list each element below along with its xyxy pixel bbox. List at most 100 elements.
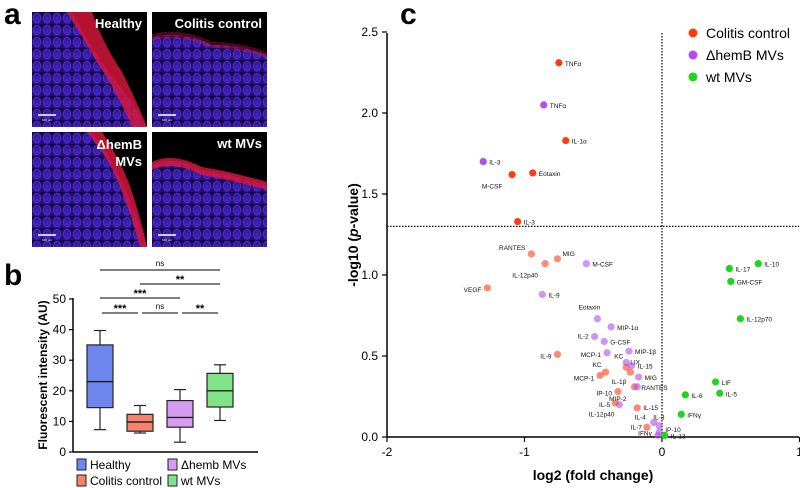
scale-bar-label: 100 µm (162, 238, 173, 242)
data-point (527, 250, 535, 258)
volcano-plot: 0.0 0.5 1.0 1.5 2.0 2.5 -2 -1 0 1 log2 (fold chang… (345, 25, 800, 483)
data-point (514, 217, 522, 226)
significance-label: ** (176, 274, 185, 286)
y-axis-title-part: p (345, 228, 361, 238)
legend-swatch (76, 458, 87, 471)
data-point (681, 391, 689, 399)
y-tick-label: 2.5 (361, 25, 378, 39)
y-tick-label: 1.0 (361, 268, 378, 282)
microscopy-image: Colitis control 100 µm (152, 12, 267, 127)
data-point (553, 255, 562, 263)
legend-label: Colitis control (90, 474, 162, 488)
panel-label: wt MVs (216, 136, 262, 151)
legend-label: Δhemb MVs (181, 458, 246, 472)
legend-marker (688, 50, 698, 60)
point-label: Eotaxin (579, 305, 601, 312)
point-label: IL-2 (577, 334, 589, 341)
epithelium-signal (32, 12, 147, 127)
point-label: IP-10 (596, 391, 612, 398)
y-tick-label: 0.5 (361, 349, 378, 363)
y-tick-label: 30 (53, 353, 67, 367)
data-point (538, 290, 546, 299)
significance-label: ns (156, 302, 164, 311)
legend-label: wt MVs (705, 69, 752, 85)
data-point (622, 358, 630, 367)
data-point (582, 260, 590, 268)
legend-swatch (167, 474, 178, 487)
panel-label: Colitis control (175, 16, 262, 31)
point-label: Eotaxin (539, 171, 561, 178)
tissue-region (32, 132, 147, 247)
y-tick-label: 0 (59, 445, 66, 459)
box-1 (126, 404, 154, 434)
point-label: RANTES (499, 245, 526, 252)
point-label: VEGF (464, 287, 482, 294)
data-point (725, 264, 733, 273)
point-label: IL-9 (548, 292, 560, 299)
label-line: ΔhemB (97, 137, 142, 152)
x-tick-label: -1 (519, 445, 530, 459)
y-tick-label: 40 (53, 323, 67, 337)
data-point (626, 368, 634, 376)
point-label: IL-4 (635, 414, 647, 421)
point-label: IL-15 (643, 405, 658, 412)
tissue-region (152, 34, 267, 127)
epithelium-signal (87, 132, 147, 247)
data-point (593, 315, 601, 323)
data-point (479, 158, 487, 166)
data-point (562, 136, 570, 145)
panel-label: ΔhemB MVs (97, 137, 142, 169)
epithelium-signal (152, 158, 267, 190)
point-label: IL-10 (764, 262, 779, 269)
point-label: TNFα (550, 103, 567, 110)
legend-marker (688, 72, 698, 82)
box-0 (86, 329, 114, 431)
tissue-region (152, 161, 267, 247)
microscopy-panels: Healthy 100 µm Colitis control 100 µm ΔhemB M… (32, 12, 267, 247)
data-point (712, 378, 720, 386)
panel-label: Healthy (95, 16, 143, 31)
scale-bar-label: 100 µm (42, 238, 53, 242)
significance-label: *** (114, 303, 128, 315)
legend-label: ΔhemB MVs (706, 47, 784, 63)
box-iqr (86, 344, 114, 409)
point-label: MCP-1 (574, 375, 595, 382)
point-label: IL-13 (671, 433, 686, 440)
data-point (754, 260, 762, 268)
y-axis-title-part: -log10 ( (345, 237, 361, 287)
point-label: IL-9 (540, 353, 552, 360)
y-axis-title: -log10 (p-value) (345, 183, 361, 286)
point-label: IL-12p40 (512, 273, 538, 280)
legend-swatch (167, 458, 178, 471)
scale-bar-label: 100 µm (42, 118, 53, 122)
data-point (677, 410, 685, 418)
point-label: KC (593, 362, 602, 369)
y-tick-label: 10 (53, 414, 67, 428)
point-label: M-CSF (482, 184, 503, 191)
point-label: M-CSF (592, 262, 613, 269)
data-point (607, 323, 615, 331)
point-label: MIP-1α (617, 325, 638, 332)
y-tick-label: 20 (53, 384, 67, 398)
data-point (736, 315, 744, 323)
point-label: LIX (630, 359, 640, 366)
box-iqr (166, 399, 194, 428)
panel-label-c: c (400, 0, 417, 31)
data-point (483, 284, 491, 292)
legend-swatch (76, 474, 87, 487)
data-point (661, 431, 669, 439)
data-point (603, 349, 611, 357)
legend-marker (688, 28, 698, 38)
microscopy-image: wt MVs 100 µm (152, 132, 267, 247)
point-label: IL-1β (611, 379, 626, 386)
data-point (633, 383, 641, 391)
data-point (508, 170, 516, 179)
series-wt-mvs: IL-17 IL-10 GM-CSF IL-12p70 LIF IL-5 IL-6 IFNγ I… (661, 260, 779, 440)
point-label: GM-CSF (737, 279, 763, 286)
data-point (650, 418, 658, 427)
legend-label: wt MVs (180, 474, 220, 488)
significance-label: ns (156, 259, 164, 268)
data-point (614, 388, 622, 396)
series--hemb-mvs: TNFα IL-3 M-CSF IL-9 Eotaxin MIP-1α IL-2 G-CSF M… (479, 101, 681, 439)
